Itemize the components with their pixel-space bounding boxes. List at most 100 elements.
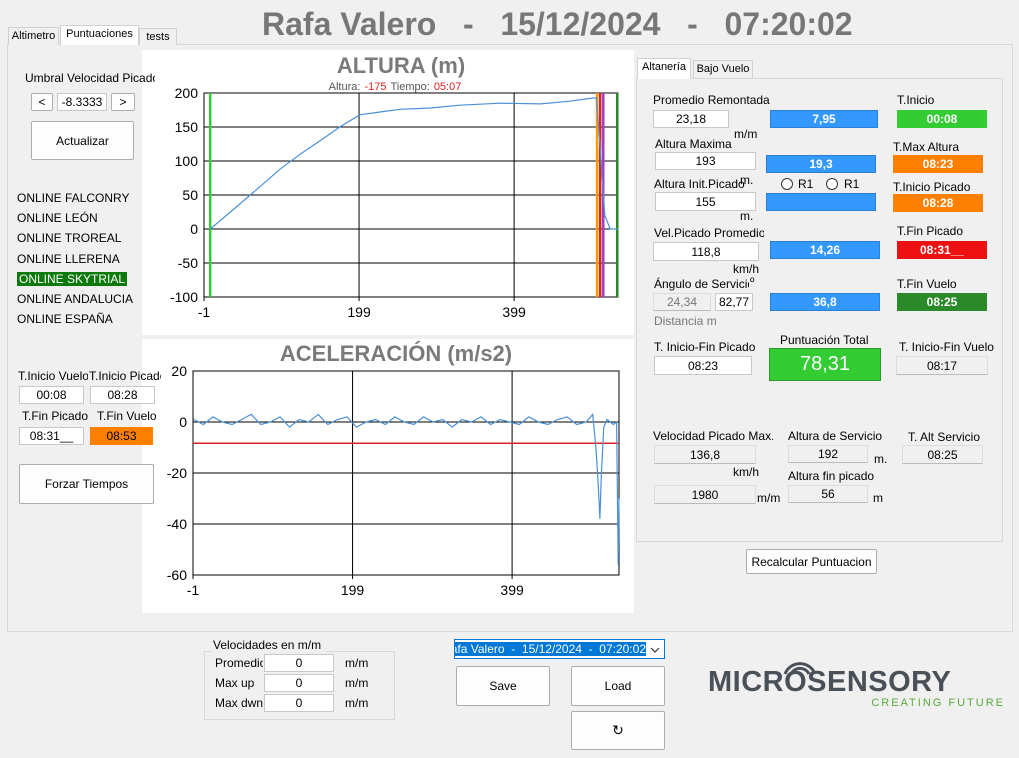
label: T.Inicio bbox=[897, 93, 935, 107]
value-box: 08:23 bbox=[654, 356, 752, 375]
readout-part: -175 bbox=[364, 81, 386, 93]
y-tick-label: 20 bbox=[171, 363, 187, 379]
logo-tagline: CREATING FUTURE bbox=[871, 697, 1005, 709]
unit: m. bbox=[740, 209, 754, 223]
readout-part: 05:07 bbox=[434, 81, 462, 93]
unit: km/h bbox=[733, 465, 760, 479]
station[interactable]: ONLINE TROREAL bbox=[17, 231, 122, 246]
station[interactable]: ONLINE LLERENA bbox=[17, 251, 120, 266]
station[interactable]: ONLINE ESPAÑA bbox=[17, 312, 113, 327]
label: Promedio bbox=[215, 656, 263, 670]
unit: km/h bbox=[733, 262, 760, 276]
tab[interactable]: Altimetro bbox=[8, 27, 59, 45]
readout-part: Altura: bbox=[329, 81, 361, 93]
recalc-button[interactable]: Recalcular Puntuacion bbox=[746, 549, 877, 574]
label: Promedio Remontada bbox=[653, 93, 770, 107]
label: Velocidad Picado Max. bbox=[653, 429, 773, 443]
tab[interactable]: Altanería bbox=[637, 58, 691, 79]
prev-button[interactable]: < bbox=[31, 93, 53, 111]
score-box bbox=[766, 193, 876, 211]
value-box: 56 bbox=[788, 485, 868, 503]
x-tick-label: 399 bbox=[502, 304, 526, 320]
value-box: 0 bbox=[264, 694, 334, 712]
y-tick-label: -20 bbox=[167, 465, 187, 481]
time-box: 08:23 bbox=[893, 155, 983, 173]
tab[interactable]: tests bbox=[139, 28, 177, 45]
unit: m/m bbox=[345, 656, 369, 670]
station[interactable]: ONLINE ANDALUCIA bbox=[17, 292, 134, 306]
main-frame bbox=[7, 44, 1013, 632]
update-button[interactable]: Actualizar bbox=[31, 121, 134, 160]
label: T.Fin Vuelo bbox=[897, 277, 957, 291]
label: T. Alt Servicio bbox=[908, 430, 981, 444]
label: T. Inicio-Fin Picado bbox=[654, 340, 756, 354]
time-box: 08:31__ bbox=[897, 241, 987, 259]
load-button[interactable]: Load bbox=[571, 666, 665, 706]
time-box: 08:25 bbox=[897, 293, 987, 311]
threshold-value: -8.3333 bbox=[57, 93, 107, 111]
force-button[interactable]: Forzar Tiempos bbox=[19, 464, 154, 504]
label: T.Fin Picado bbox=[897, 224, 964, 238]
label: Altura fin picado bbox=[788, 469, 875, 483]
refresh-button[interactable]: ↻ bbox=[571, 711, 665, 750]
time-box: 00:08 bbox=[897, 110, 987, 128]
value-box: 192 bbox=[788, 445, 868, 463]
value-box: 08:17 bbox=[896, 356, 988, 375]
unit: m. bbox=[874, 452, 888, 466]
tab[interactable]: Puntuaciones bbox=[60, 25, 139, 45]
label: Altura Init.Picado bbox=[654, 177, 745, 191]
label: T.Fin Picado bbox=[22, 409, 89, 423]
x-tick-label: 199 bbox=[341, 582, 365, 598]
logo-name: MICROSENSORY bbox=[708, 666, 952, 698]
value-box: 23,18 bbox=[653, 110, 729, 128]
save-button[interactable]: Save bbox=[456, 666, 550, 706]
unit: m/m bbox=[734, 127, 758, 141]
value-box: 136,8 bbox=[654, 445, 756, 464]
threshold-label: Umbral Velocidad Picado bbox=[25, 71, 155, 85]
time-box: 08:31__ bbox=[19, 427, 84, 445]
series-line bbox=[193, 412, 620, 565]
station[interactable]: ONLINE FALCONRY bbox=[17, 191, 130, 205]
label: T. Inicio-Fin Vuelo bbox=[899, 340, 994, 354]
radio-label: R1 bbox=[844, 177, 860, 191]
label: Max dwn bbox=[215, 696, 263, 710]
station[interactable]: ONLINE SKYTRIAL bbox=[17, 271, 128, 286]
dropdown-arrow bbox=[650, 647, 660, 653]
unit: m/m bbox=[757, 491, 781, 505]
unit: m/m bbox=[345, 676, 369, 690]
value-box: 0 bbox=[264, 654, 334, 672]
score-box: 36,8 bbox=[770, 293, 880, 311]
score-box: 7,95 bbox=[770, 110, 878, 128]
value-box: 155 bbox=[655, 192, 756, 211]
label: Ángulo de Servicio bbox=[654, 277, 749, 291]
chart-pane bbox=[142, 339, 634, 613]
value-box: 118,8 bbox=[653, 242, 759, 261]
radio-button[interactable] bbox=[826, 178, 838, 190]
unit: º bbox=[750, 275, 755, 289]
y-tick-label: -50 bbox=[178, 255, 198, 271]
total-box: 78,31 bbox=[769, 348, 881, 381]
time-box: 08:28 bbox=[90, 386, 155, 404]
series-line bbox=[209, 97, 618, 230]
station[interactable]: ONLINE LEÓN bbox=[17, 211, 98, 226]
y-tick-label: 0 bbox=[190, 221, 198, 237]
y-tick-label: 150 bbox=[175, 119, 199, 135]
tab[interactable]: Bajo Vuelo bbox=[693, 60, 753, 78]
plot-border bbox=[192, 370, 620, 576]
y-tick-label: 0 bbox=[179, 414, 187, 430]
radio-label: R1 bbox=[798, 177, 814, 191]
chart-title: ALTURA (m) bbox=[337, 53, 465, 78]
session-select[interactable]: Rafa Valero - 15/12/2024 - 07:20:02 bbox=[454, 639, 665, 659]
label: T.Fin Vuelo bbox=[97, 409, 157, 423]
y-tick-label: 50 bbox=[182, 187, 198, 203]
next-button[interactable]: > bbox=[111, 93, 135, 111]
y-tick-label: 100 bbox=[175, 153, 199, 169]
label: Puntuación Total bbox=[780, 333, 869, 347]
label: T.Inicio Picado bbox=[89, 369, 161, 383]
label: T.Inicio Vuelo bbox=[18, 369, 88, 383]
radio-button[interactable] bbox=[781, 178, 793, 190]
value-box: 82,77 bbox=[715, 293, 753, 311]
y-tick-label: -100 bbox=[170, 289, 198, 305]
